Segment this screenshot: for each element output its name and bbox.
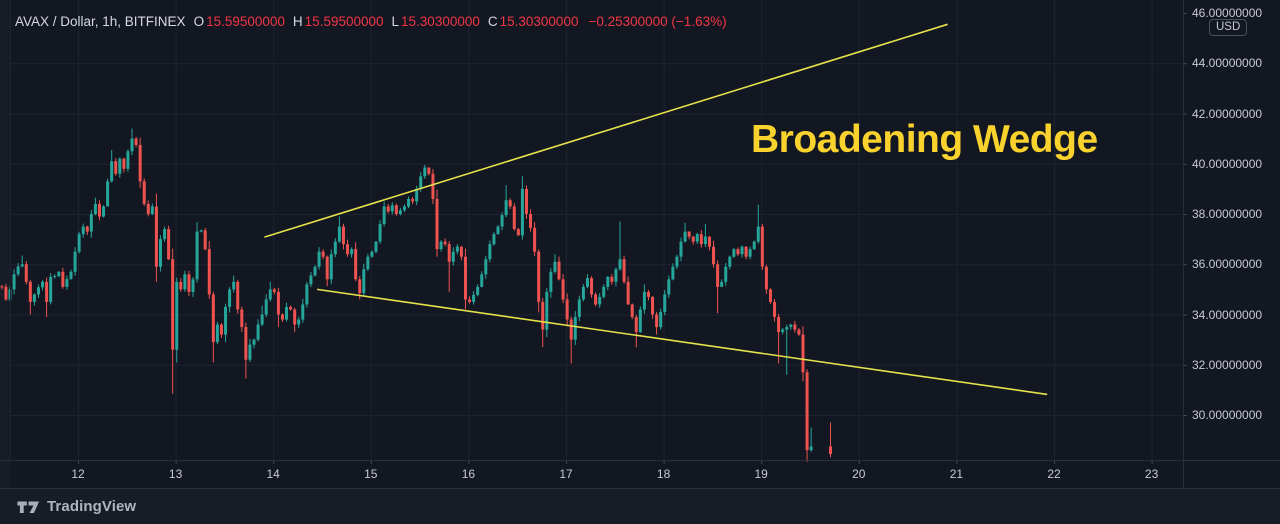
- time-axis-label: 19: [754, 467, 768, 481]
- ohlc-low: L 15.30300000: [391, 14, 480, 29]
- ohlc-close: C 15.30300000: [487, 14, 579, 29]
- tradingview-logo-icon: [17, 500, 40, 513]
- time-axis-label: 12: [71, 467, 85, 481]
- time-axis-label: 22: [1047, 467, 1061, 481]
- left-gutter: [0, 0, 10, 488]
- symbol-title[interactable]: AVAX / Dollar, 1h, BITFINEX: [15, 14, 186, 29]
- price-axis-label: 46.00000000: [1192, 6, 1263, 20]
- tradingview-logo[interactable]: TradingView: [17, 498, 136, 515]
- price-axis-label: 42.00000000: [1192, 106, 1263, 121]
- ohlc-open: O 15.59500000: [193, 14, 285, 29]
- pattern-annotation[interactable]: Broadening Wedge: [751, 118, 1098, 161]
- time-axis-label: 18: [656, 467, 671, 481]
- bottom-bar-background: [0, 489, 1280, 524]
- price-axis-label: 30.00000000: [1192, 408, 1263, 422]
- time-axis-label: 23: [1144, 467, 1159, 481]
- brand-text: TradingView: [47, 498, 137, 515]
- price-axis-label: 44.00000000: [1192, 56, 1263, 71]
- grid-layer: [10, 0, 1183, 460]
- price-axis-label: 38.00000000: [1192, 207, 1263, 221]
- currency-badge[interactable]: USD: [1209, 19, 1248, 36]
- price-axis-label: 32.00000000: [1192, 357, 1263, 372]
- time-axis-label: 13: [168, 467, 183, 481]
- trendline-wedge-lower[interactable]: [317, 288, 1048, 396]
- pane-borders: [0, 0, 1280, 489]
- time-axis-label: 14: [266, 467, 280, 481]
- time-axis-label: 17: [559, 467, 573, 481]
- time-axis-label: 15: [364, 467, 378, 481]
- price-axis-label: 40.00000000: [1192, 156, 1263, 171]
- price-axis-label: 34.00000000: [1192, 307, 1263, 322]
- trendline-wedge-upper[interactable]: [264, 23, 948, 238]
- candles-layer: [0, 128, 832, 462]
- price-axis-label: 36.00000000: [1192, 257, 1263, 272]
- price-change: −0.25300000 (−1.63%): [588, 14, 727, 29]
- time-axis[interactable]: 12 13 14 15 16 17 18 19 20 21 22 23: [0, 461, 1183, 488]
- price-axis[interactable]: USD 46.00000000 44.00000000 42.00000000 40.…: [1184, 0, 1280, 488]
- time-axis-label: 20: [852, 467, 866, 481]
- symbol-ohlc-bar: AVAX / Dollar, 1h, BITFINEX O 15.5950000…: [15, 14, 727, 30]
- time-axis-label: 16: [461, 467, 476, 481]
- bottom-toolbar: TradingView: [0, 489, 1280, 524]
- ohlc-high: H 15.59500000: [292, 14, 384, 29]
- time-axis-label: 21: [949, 467, 964, 481]
